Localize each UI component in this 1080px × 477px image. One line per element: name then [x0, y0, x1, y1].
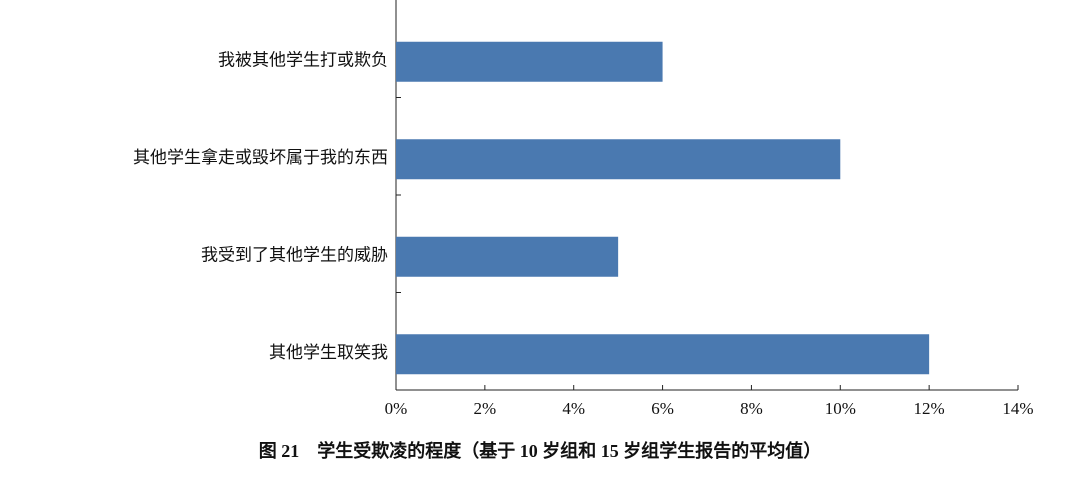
bar [396, 139, 841, 180]
bar [396, 41, 663, 82]
x-tick-label: 10% [825, 399, 856, 418]
bar [396, 334, 930, 375]
y-tick-label: 我被其他学生打或欺负 [218, 51, 388, 70]
x-tick-label: 0% [385, 399, 408, 418]
x-tick-label: 4% [562, 399, 585, 418]
y-tick-label: 其他学生取笑我 [269, 343, 388, 362]
y-tick-label: 其他学生拿走或毁坏属于我的东西 [133, 147, 388, 167]
chart-title: 图 21 学生受欺凌的程度（基于 10 岁组和 15 岁组学生报告的平均值） [259, 440, 822, 461]
bar [396, 236, 619, 277]
x-tick-label: 6% [651, 399, 674, 418]
x-tick-label: 8% [740, 399, 763, 418]
x-tick-label: 14% [1002, 399, 1033, 418]
x-tick-label: 2% [474, 399, 497, 418]
x-tick-label: 12% [914, 399, 945, 418]
y-tick-label: 我受到了其他学生的威胁 [201, 246, 388, 265]
